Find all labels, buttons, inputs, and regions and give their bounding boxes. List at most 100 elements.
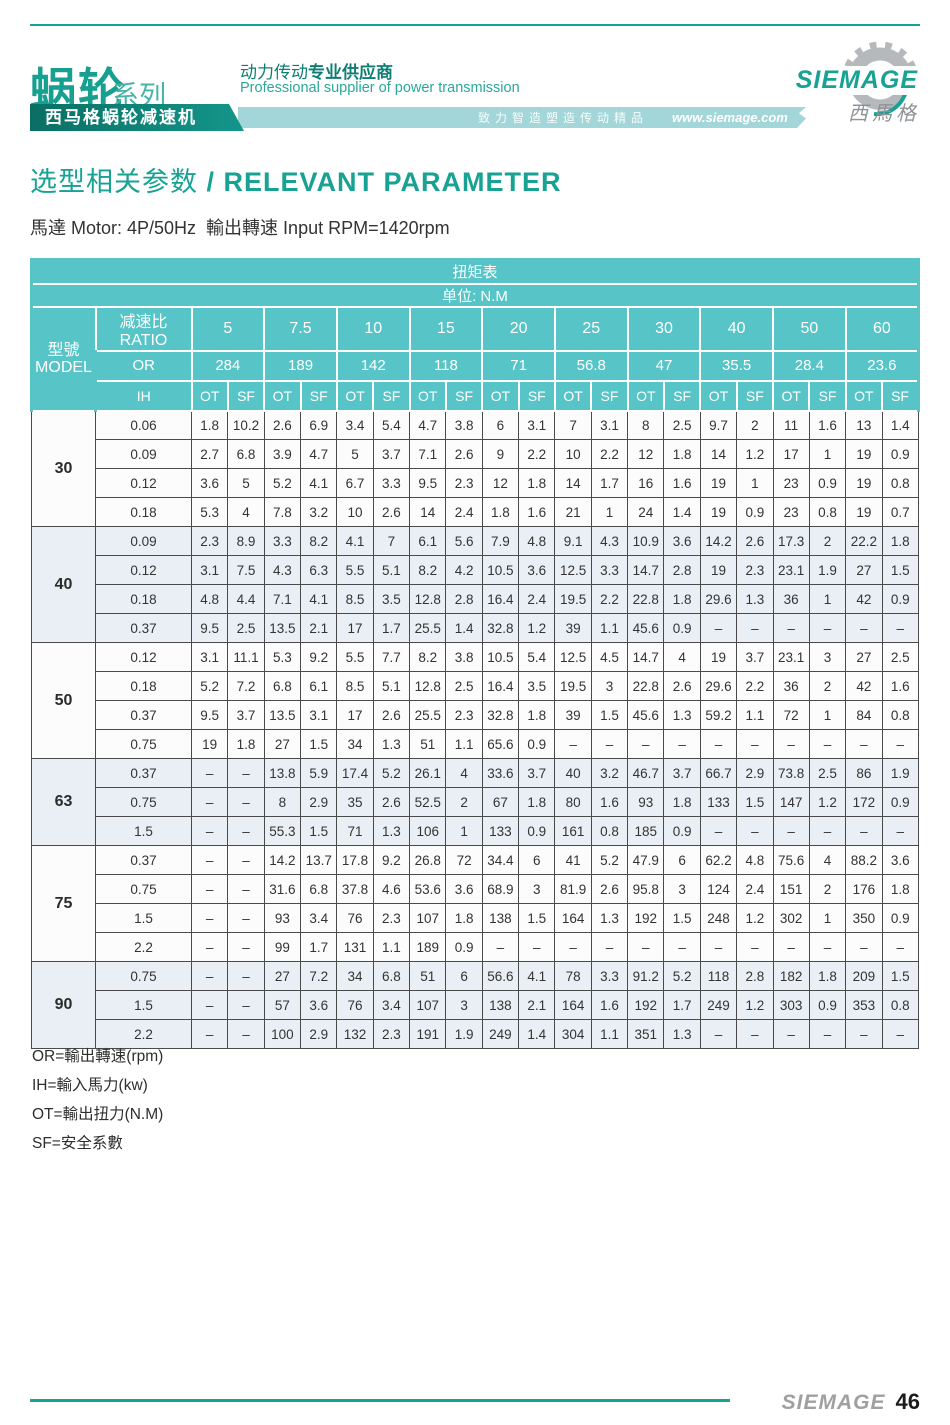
ih-cell: 1.5 xyxy=(95,990,192,1020)
or-value: 284 xyxy=(190,349,266,382)
value-cell: 1.1 xyxy=(445,729,483,759)
value-cell: 8.5 xyxy=(336,584,374,614)
value-cell: 1 xyxy=(736,468,774,498)
value-cell: 19 xyxy=(845,439,883,469)
value-cell: 1.2 xyxy=(518,613,556,643)
value-cell: 27 xyxy=(263,729,302,759)
value-cell: 81.9 xyxy=(554,874,592,904)
value-cell: 138 xyxy=(481,990,520,1020)
value-cell: 7.9 xyxy=(481,526,520,556)
value-cell: 4 xyxy=(227,497,265,527)
value-cell: 36 xyxy=(772,671,810,701)
value-cell: 72 xyxy=(772,700,810,730)
value-cell: 1 xyxy=(808,584,847,614)
ratio-value: 5 xyxy=(190,305,266,352)
value-cell: 37.8 xyxy=(336,874,374,904)
value-cell: 1.7 xyxy=(590,468,629,498)
value-cell: – xyxy=(808,932,847,962)
value-cell: 0.8 xyxy=(590,816,629,846)
or-value: 28.4 xyxy=(772,349,847,382)
value-cell: 5.5 xyxy=(336,555,374,585)
value-cell: 13.5 xyxy=(263,613,302,643)
value-cell: 78 xyxy=(554,961,592,991)
value-cell: – xyxy=(590,729,629,759)
value-cell: 47.9 xyxy=(627,845,665,875)
value-cell: – xyxy=(227,874,265,904)
value-cell: – xyxy=(699,1019,738,1049)
or-value: 35.5 xyxy=(699,349,774,382)
value-cell: 5.3 xyxy=(190,497,229,527)
value-cell: 1.6 xyxy=(590,787,629,817)
value-cell: 73.8 xyxy=(772,758,810,788)
value-cell: 4.3 xyxy=(590,526,629,556)
value-cell: – xyxy=(845,932,883,962)
value-cell: 2 xyxy=(808,874,847,904)
value-cell: 67 xyxy=(481,787,520,817)
ratio-value: 25 xyxy=(553,305,629,352)
value-cell: 2.5 xyxy=(663,410,701,440)
model-cell: 30 xyxy=(31,410,96,527)
footer-divider xyxy=(30,1399,730,1402)
legend-item: OT=輸出扭力(N.M) xyxy=(32,1106,164,1123)
value-cell: 3.4 xyxy=(336,410,374,440)
value-cell: 19 xyxy=(845,468,883,498)
value-cell: – xyxy=(699,816,738,846)
value-cell: – xyxy=(772,932,810,962)
value-cell: 5.6 xyxy=(445,526,483,556)
legend-item: IH=輸入馬力(kw) xyxy=(32,1077,148,1094)
ratio-value: 10 xyxy=(335,305,411,352)
value-cell: 2 xyxy=(808,671,847,701)
value-cell: 4.1 xyxy=(518,961,556,991)
value-cell: 42 xyxy=(845,584,883,614)
value-cell: 2.8 xyxy=(663,555,701,585)
value-cell: 8 xyxy=(263,787,302,817)
value-cell: 9.1 xyxy=(554,526,592,556)
value-cell: 3 xyxy=(590,671,629,701)
sf-label: SF xyxy=(808,379,847,412)
value-cell: 2.6 xyxy=(663,671,701,701)
value-cell: – xyxy=(699,613,738,643)
value-cell: 19 xyxy=(699,555,738,585)
value-cell: 14 xyxy=(409,497,447,527)
value-cell: 124 xyxy=(699,874,738,904)
value-cell: 1.1 xyxy=(736,700,774,730)
value-cell: 2.5 xyxy=(808,758,847,788)
value-cell: 176 xyxy=(845,874,883,904)
value-cell: 5 xyxy=(227,468,265,498)
value-cell: 0.9 xyxy=(808,468,847,498)
value-cell: – xyxy=(845,1019,883,1049)
value-cell: 13.8 xyxy=(263,758,302,788)
table-unit: 单位: N.M xyxy=(30,282,920,308)
value-cell: 4.6 xyxy=(372,874,411,904)
value-cell: 6.1 xyxy=(409,526,447,556)
value-cell: 0.9 xyxy=(881,787,920,817)
value-cell: 5.4 xyxy=(518,642,556,672)
ih-cell: 0.37 xyxy=(95,613,192,643)
table-row: 30 0.06 1.8 10.2 2.6 6.9 3.4 5.4 4.7 3.8 6 3.1 7 3.1 8… xyxy=(31,410,920,527)
logo-wordmark: SIEMAGE xyxy=(793,66,920,95)
value-cell: 1.2 xyxy=(808,787,847,817)
value-cell: 0.8 xyxy=(808,497,847,527)
value-cell: – xyxy=(627,729,665,759)
value-cell: 32.8 xyxy=(481,613,520,643)
ih-cell: 0.06 xyxy=(95,410,192,440)
website-url: www.siemage.com xyxy=(672,110,788,125)
value-cell: 0.9 xyxy=(663,816,701,846)
value-cell: 93 xyxy=(263,903,302,933)
value-cell: 14.2 xyxy=(263,845,302,875)
value-cell: 23.1 xyxy=(772,642,810,672)
value-cell: 11 xyxy=(772,410,810,440)
value-cell: 2.5 xyxy=(445,671,483,701)
value-cell: 1.4 xyxy=(663,497,701,527)
value-cell: 249 xyxy=(699,990,738,1020)
value-cell: 9.5 xyxy=(190,613,229,643)
value-cell: 19.5 xyxy=(554,584,592,614)
value-cell: 19 xyxy=(699,468,738,498)
value-cell: 2.7 xyxy=(190,439,229,469)
value-cell: 27 xyxy=(263,961,302,991)
value-cell: 29.6 xyxy=(699,584,738,614)
value-cell: 68.9 xyxy=(481,874,520,904)
value-cell: 7.1 xyxy=(409,439,447,469)
value-cell: 24 xyxy=(627,497,665,527)
value-cell: – xyxy=(736,613,774,643)
